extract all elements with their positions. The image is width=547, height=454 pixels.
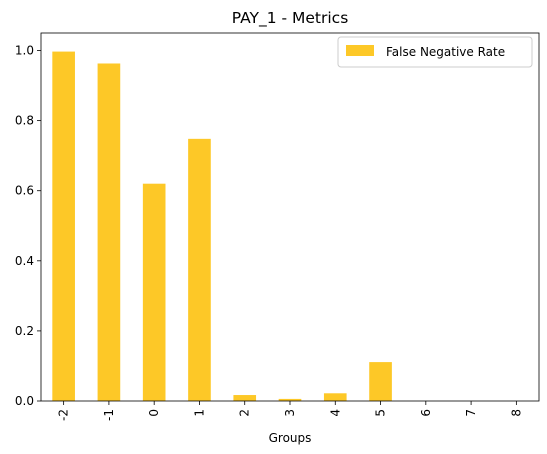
y-tick-label: 0.0 [15,394,34,408]
bar-5 [369,362,392,401]
x-tick-label: 8 [509,409,523,417]
legend-swatch [346,45,374,56]
y-tick-label: 0.6 [15,184,34,198]
axes-layer: 0.0 0.2 0.4 0.6 0.8 1.0 -2 -1 0 1 2 3 4 5 6 7 8 [15,32,540,421]
x-tick-label: 5 [374,409,388,417]
legend: False Negative Rate [337,36,533,68]
x-tick-label: 4 [328,409,342,417]
y-tick-label: 1.0 [15,44,34,58]
x-tick-label: 3 [283,409,297,417]
bars-layer [52,51,392,402]
y-tick-label: 0.4 [15,254,34,268]
x-tick-label: 6 [419,409,433,417]
chart-title: PAY_1 - Metrics [232,9,349,28]
y-tick-label: 0.2 [15,324,34,338]
x-tick-label: 7 [464,409,478,417]
x-tick-label: 0 [147,409,161,417]
legend-frame [337,36,533,68]
x-tick-label: -1 [102,409,116,421]
bar-2 [233,395,257,401]
y-tick-label: 0.8 [15,114,34,128]
bar-3 [278,398,302,401]
x-tick-label: 2 [238,409,252,417]
bar-1 [188,138,211,401]
x-axis-label: Groups [269,431,312,445]
bar-4 [323,393,347,401]
bar-0 [142,183,166,401]
legend-label: False Negative Rate [386,45,505,59]
x-tick-label: -2 [57,409,71,421]
x-tick-label: 1 [192,409,206,417]
bar--1 [97,63,121,402]
bar--2 [52,51,75,401]
